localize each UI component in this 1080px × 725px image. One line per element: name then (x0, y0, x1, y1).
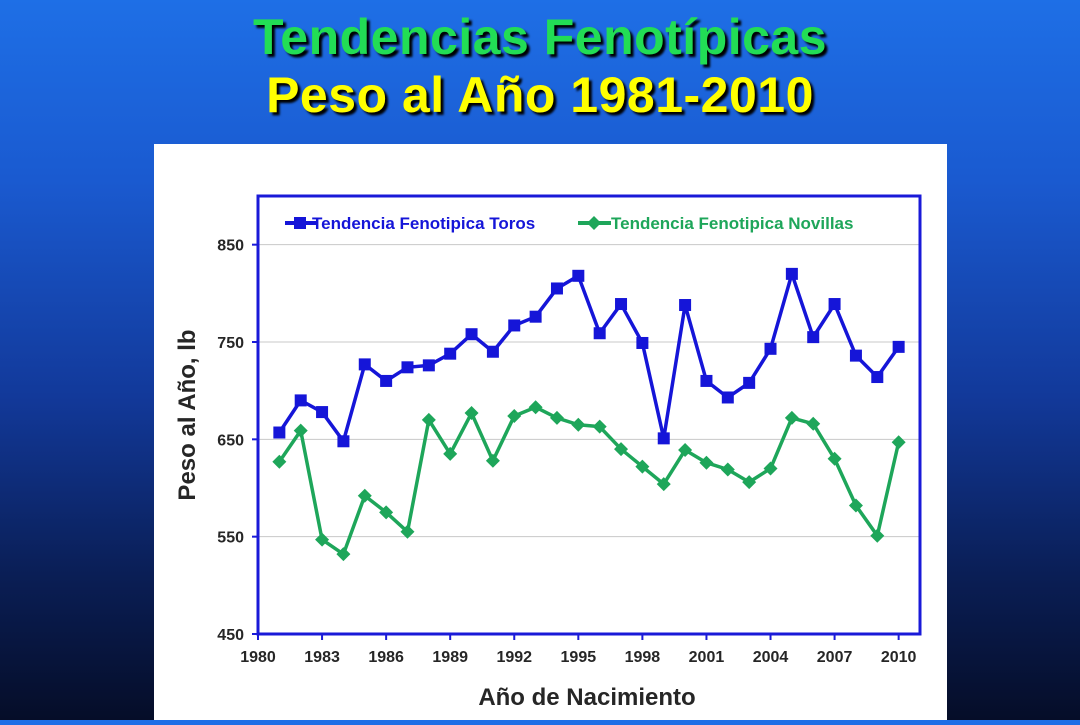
data-point-novillas (421, 412, 436, 427)
x-tick-label: 1995 (561, 649, 597, 666)
data-point-toros (743, 376, 756, 389)
legend-novillas-label: Tendencia Fenotipica Novillas (611, 214, 853, 233)
data-point-novillas (614, 442, 629, 457)
chart-panel: Tendencia Fenotipica Toros Tendencia Fen… (154, 144, 947, 720)
data-point-toros (892, 340, 905, 353)
data-point-toros (721, 391, 734, 404)
data-point-novillas (379, 505, 394, 520)
y-tick-label: 850 (217, 238, 244, 255)
plot-area-frame (256, 194, 922, 636)
data-point-novillas (870, 528, 885, 543)
data-point-toros (572, 269, 585, 282)
series-layer (272, 267, 906, 562)
x-tick-label: 1983 (304, 649, 340, 666)
data-point-toros (529, 310, 542, 323)
legend: Tendencia Fenotipica Toros Tendencia Fen… (285, 214, 853, 233)
x-tick-label: 2004 (753, 649, 789, 666)
legend-novillas-marker (587, 216, 601, 230)
data-point-toros (273, 426, 286, 439)
data-point-toros (764, 342, 777, 355)
x-tick-label: 2001 (689, 649, 725, 666)
data-point-novillas (699, 455, 714, 470)
data-point-toros (700, 374, 713, 387)
data-point-novillas (485, 453, 500, 468)
data-point-toros (828, 298, 841, 311)
data-point-toros (294, 394, 307, 407)
data-point-novillas (571, 417, 586, 432)
legend-toros-label: Tendencia Fenotipica Toros (312, 214, 535, 233)
data-point-novillas (848, 498, 863, 513)
series-line-novillas (277, 405, 901, 556)
title-line-1: Tendencias Fenotípicas (252, 9, 828, 65)
legend-toros-marker (294, 217, 306, 229)
y-tick-label: 550 (217, 530, 244, 547)
slide-title: Tendencias Fenotípicas Peso al Año 1981-… (0, 8, 1080, 124)
data-point-novillas (592, 419, 607, 434)
y-tick-label: 450 (217, 627, 244, 644)
data-point-novillas (678, 443, 693, 458)
data-point-novillas (742, 475, 757, 490)
data-point-toros (486, 345, 499, 358)
data-point-toros (849, 349, 862, 362)
y-tick-label: 750 (217, 335, 244, 352)
x-tick-label: 1992 (496, 649, 532, 666)
data-point-toros (380, 374, 393, 387)
data-point-toros (358, 358, 371, 371)
data-point-novillas (806, 416, 821, 431)
data-point-novillas (357, 488, 372, 503)
data-point-toros (807, 331, 820, 344)
x-axis-title: Año de Nacimiento (478, 684, 695, 711)
x-tick-label: 2007 (817, 649, 853, 666)
data-point-toros (508, 319, 521, 332)
data-point-novillas (763, 461, 778, 476)
y-axis-title: Peso al Año, lb (174, 329, 201, 500)
x-tick-label: 1989 (432, 649, 468, 666)
data-point-toros (465, 328, 478, 341)
data-point-novillas (827, 451, 842, 466)
data-point-novillas (549, 410, 564, 425)
x-tick-label: 1986 (368, 649, 404, 666)
series-line-toros (277, 272, 901, 444)
data-point-toros (657, 432, 670, 445)
data-point-novillas (443, 446, 458, 461)
data-point-novillas (315, 532, 330, 547)
data-point-toros (444, 347, 457, 360)
data-point-novillas (720, 462, 735, 477)
data-point-toros (422, 359, 435, 372)
data-point-novillas (400, 524, 415, 539)
x-tick-label: 2010 (881, 649, 917, 666)
data-point-novillas (528, 400, 543, 415)
data-point-novillas (293, 423, 308, 438)
data-point-novillas (656, 477, 671, 492)
y-tick-label: 650 (217, 432, 244, 449)
data-point-toros (636, 336, 649, 349)
data-point-toros (550, 282, 563, 295)
data-point-toros (401, 361, 414, 374)
data-point-novillas (507, 408, 522, 423)
axes: 450 550 650 750 850 1980 1983 1986 1989 1992 1995 1… (217, 238, 916, 666)
data-point-novillas (464, 406, 479, 421)
data-point-toros (871, 371, 884, 384)
grid-lines (258, 244, 920, 538)
data-point-toros (615, 298, 628, 311)
data-point-toros (316, 406, 329, 419)
data-point-novillas (336, 547, 351, 562)
x-tick-label: 1980 (240, 649, 276, 666)
data-point-novillas (891, 435, 906, 450)
line-chart: Tendencia Fenotipica Toros Tendencia Fen… (174, 194, 922, 711)
data-point-toros (679, 299, 692, 312)
x-tick-label: 1998 (625, 649, 661, 666)
data-point-novillas (635, 459, 650, 474)
title-line-2: Peso al Año 1981-2010 (266, 67, 814, 123)
data-point-toros (785, 267, 798, 280)
data-point-toros (337, 435, 350, 448)
data-point-toros (593, 327, 606, 340)
data-point-novillas (784, 410, 799, 425)
